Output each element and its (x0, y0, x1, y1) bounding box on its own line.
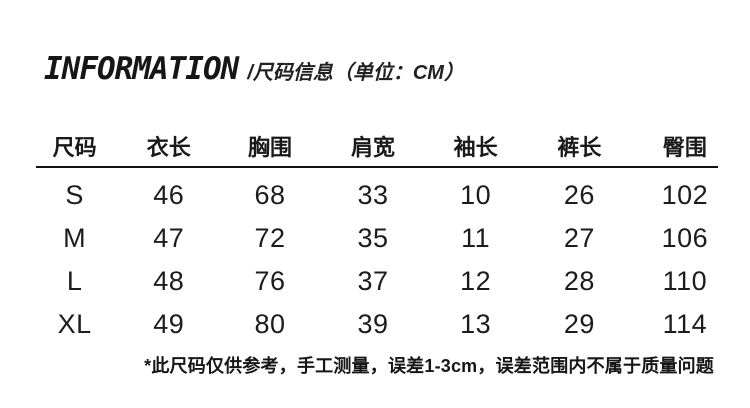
size-table-header-row: 尺码 衣长 胸围 肩宽 袖长 裤长 臀围 (30, 134, 738, 162)
cell-pants-length: 29 (563, 309, 595, 339)
header-divider-line (36, 166, 718, 168)
table-row-m: M 47 72 35 11 27 106 (30, 217, 738, 260)
cell-shoulder-width: 33 (357, 180, 389, 210)
cell-bust: 72 (254, 223, 286, 253)
cell-shoulder-width: 39 (357, 309, 389, 339)
cell-garment-length: 49 (153, 309, 185, 339)
cell-pants-length: 28 (563, 266, 595, 296)
cell-hip: 114 (662, 309, 708, 339)
size-label: S (65, 180, 84, 210)
table-row-xl: XL 49 80 39 13 29 114 (30, 303, 738, 346)
cell-hip: 106 (661, 223, 709, 253)
size-label: XL (57, 309, 92, 339)
cell-hip: 110 (662, 266, 708, 296)
cell-shoulder-width: 35 (357, 223, 389, 253)
cell-garment-length: 46 (153, 180, 185, 210)
cell-garment-length: 48 (153, 266, 185, 296)
column-header-hip: 臀围 (662, 135, 707, 160)
column-header-bust: 胸围 (247, 135, 292, 160)
table-row-l: L 48 76 37 12 28 110 (30, 260, 738, 303)
cell-shoulder-width: 37 (357, 266, 389, 296)
cell-pants-length: 26 (563, 180, 595, 210)
cell-bust: 80 (254, 309, 286, 339)
title-chinese: /尺码信息（单位：CM） (247, 62, 464, 84)
cell-sleeve-length: 11 (461, 223, 491, 253)
page-title: INFORMATION /尺码信息（单位：CM） (44, 54, 464, 85)
column-header-size: 尺码 (52, 135, 97, 160)
cell-sleeve-length: 13 (460, 309, 492, 339)
size-label: L (66, 266, 83, 296)
cell-sleeve-length: 10 (460, 180, 492, 210)
table-row-s: S 46 68 33 10 26 102 (30, 174, 738, 217)
size-table-body: S 46 68 33 10 26 102 M 47 72 35 11 27 10… (30, 174, 738, 346)
cell-sleeve-length: 12 (460, 266, 492, 296)
column-header-garment-length: 衣长 (146, 135, 191, 160)
cell-bust: 76 (254, 266, 286, 296)
cell-pants-length: 27 (563, 223, 595, 253)
cell-bust: 68 (254, 180, 286, 210)
column-header-shoulder-width: 肩宽 (350, 135, 395, 160)
title-english: INFORMATION (44, 51, 239, 87)
cell-garment-length: 47 (153, 223, 185, 253)
size-label: M (63, 223, 87, 253)
column-header-pants-length: 裤长 (557, 135, 602, 160)
cell-hip: 102 (661, 180, 709, 210)
size-table: 尺码 衣长 胸围 肩宽 袖长 裤长 臀围 S 46 68 33 10 26 10… (30, 134, 738, 346)
column-header-sleeve-length: 袖长 (453, 135, 498, 160)
measurement-disclaimer: *此尺码仅供参考，手工测量，误差1-3cm，误差范围内不属于质量问题 (144, 356, 714, 376)
